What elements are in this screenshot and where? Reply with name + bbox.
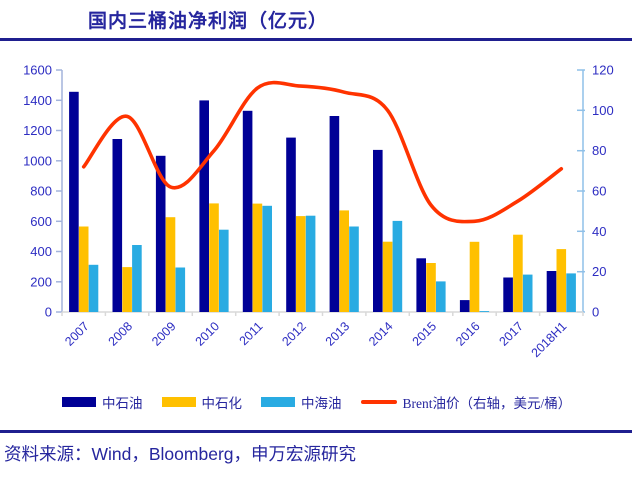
bar-中石化-2018H1 bbox=[556, 249, 567, 312]
bar-中石油-2014 bbox=[373, 149, 383, 312]
bar-中海油-2013 bbox=[349, 226, 359, 312]
bar-中石油-2016 bbox=[459, 300, 470, 312]
bar-中海油-2017 bbox=[522, 274, 533, 312]
left-axis-label: 1200 bbox=[23, 123, 52, 138]
bar-中石油-2015 bbox=[416, 258, 426, 312]
left-axis-label: 200 bbox=[30, 274, 52, 289]
bar-中海油-2015 bbox=[436, 281, 446, 312]
bar-中海油-2012 bbox=[305, 215, 316, 312]
sinopec-swatch bbox=[161, 397, 196, 407]
bar-中石油-2009 bbox=[155, 155, 166, 312]
x-axis-category-label: 2012 bbox=[279, 319, 309, 349]
left-axis-label: 1600 bbox=[23, 63, 52, 78]
title-rule bbox=[0, 38, 632, 41]
left-axis-label: 400 bbox=[30, 244, 52, 259]
bar-中石油-2011 bbox=[242, 110, 253, 312]
left-axis-label: 0 bbox=[45, 305, 52, 320]
legend-label-petrochina: 中石油 bbox=[102, 396, 143, 411]
bar-中石油-2010 bbox=[199, 100, 209, 313]
legend-item-cnooc: 中海油 bbox=[261, 392, 342, 412]
bar-中石化-2009 bbox=[165, 217, 176, 312]
source-note: 资料来源：Wind，Bloomberg，申万宏源研究 bbox=[0, 430, 632, 466]
x-axis-category-label: 2007 bbox=[62, 319, 92, 349]
bar-中石化-2017 bbox=[513, 234, 523, 312]
legend-item-sinopec: 中石化 bbox=[161, 392, 243, 412]
right-axis-label: 60 bbox=[592, 184, 606, 199]
right-axis-label: 120 bbox=[592, 63, 614, 78]
bar-中石油-2008 bbox=[112, 139, 123, 312]
left-axis-label: 600 bbox=[30, 214, 52, 229]
bar-中海油-2016 bbox=[479, 311, 490, 312]
bar-中海油-2011 bbox=[262, 205, 272, 312]
x-axis-category-label: 2018H1 bbox=[529, 319, 570, 360]
bar-中石化-2007 bbox=[78, 226, 89, 312]
legend-item-brent: Brent油价（右轴，美元/桶） bbox=[360, 392, 572, 412]
x-axis-category-label: 2014 bbox=[366, 319, 396, 349]
x-axis-category-label: 2013 bbox=[323, 319, 353, 349]
bar-中石油-2013 bbox=[329, 116, 340, 312]
net-profit-bar-line-chart: 0 200 400 600 800 1000 1200 1400 1600 0 20 40 60 80 10… bbox=[23, 63, 614, 361]
legend-label-brent: Brent油价（右轴，美元/桶） bbox=[402, 396, 572, 411]
bar-中石油-2007 bbox=[69, 91, 79, 312]
bar-中石化-2008 bbox=[122, 267, 132, 312]
brent-line-swatch bbox=[360, 400, 397, 404]
x-axis-category-label: 2016 bbox=[453, 319, 483, 349]
petrochina-swatch bbox=[62, 397, 96, 407]
right-axis-label: 20 bbox=[592, 264, 606, 279]
legend-item-petrochina: 中石油 bbox=[62, 392, 143, 412]
right-axis-label: 40 bbox=[592, 224, 606, 239]
legend-label-sinopec: 中石化 bbox=[201, 396, 243, 411]
bar-中石油-2018H1 bbox=[546, 271, 557, 312]
bar-中海油-2018H1 bbox=[566, 273, 576, 312]
x-axis-category-label: 2015 bbox=[410, 319, 440, 349]
x-axis-category-label: 2011 bbox=[237, 319, 266, 348]
x-axis-category-label: 2008 bbox=[106, 319, 136, 349]
right-axis-label: 80 bbox=[592, 143, 606, 158]
bar-中石化-2015 bbox=[426, 263, 436, 312]
bar-中海油-2007 bbox=[88, 264, 99, 312]
left-axis-label: 800 bbox=[30, 184, 52, 199]
bar-中石油-2017 bbox=[503, 277, 513, 312]
right-axis-label: 0 bbox=[592, 305, 599, 320]
left-axis-label: 1400 bbox=[23, 93, 52, 108]
bar-中海油-2008 bbox=[132, 245, 142, 312]
left-axis-label: 1000 bbox=[23, 153, 52, 168]
x-axis-category-label: 2010 bbox=[193, 319, 223, 349]
bar-中石油-2012 bbox=[286, 137, 296, 312]
bar-中海油-2010 bbox=[219, 229, 229, 312]
bar-中石化-2010 bbox=[209, 203, 219, 312]
chart-title: 国内三桶油净利润（亿元） bbox=[88, 10, 329, 32]
brent-price-line bbox=[81, 80, 564, 224]
bar-中海油-2014 bbox=[392, 220, 403, 312]
legend-label-cnooc: 中海油 bbox=[301, 396, 342, 411]
bar-中石化-2016 bbox=[469, 241, 480, 312]
right-axis-label: 100 bbox=[592, 103, 614, 118]
bar-中石化-2012 bbox=[296, 216, 306, 312]
bar-中石化-2014 bbox=[382, 241, 393, 312]
bar-中海油-2009 bbox=[175, 267, 186, 312]
cnooc-swatch bbox=[261, 397, 295, 407]
bar-中石化-2011 bbox=[252, 203, 263, 312]
bar-中石化-2013 bbox=[339, 210, 349, 312]
chart-legend: 中石油 中石化 中海油 Brent油价（右轴，美元/桶） bbox=[0, 390, 632, 414]
x-axis-category-label: 2017 bbox=[496, 319, 526, 349]
x-axis-category-label: 2009 bbox=[149, 319, 179, 349]
source-text: 资料来源：Wind，Bloomberg，申万宏源研究 bbox=[4, 444, 356, 464]
